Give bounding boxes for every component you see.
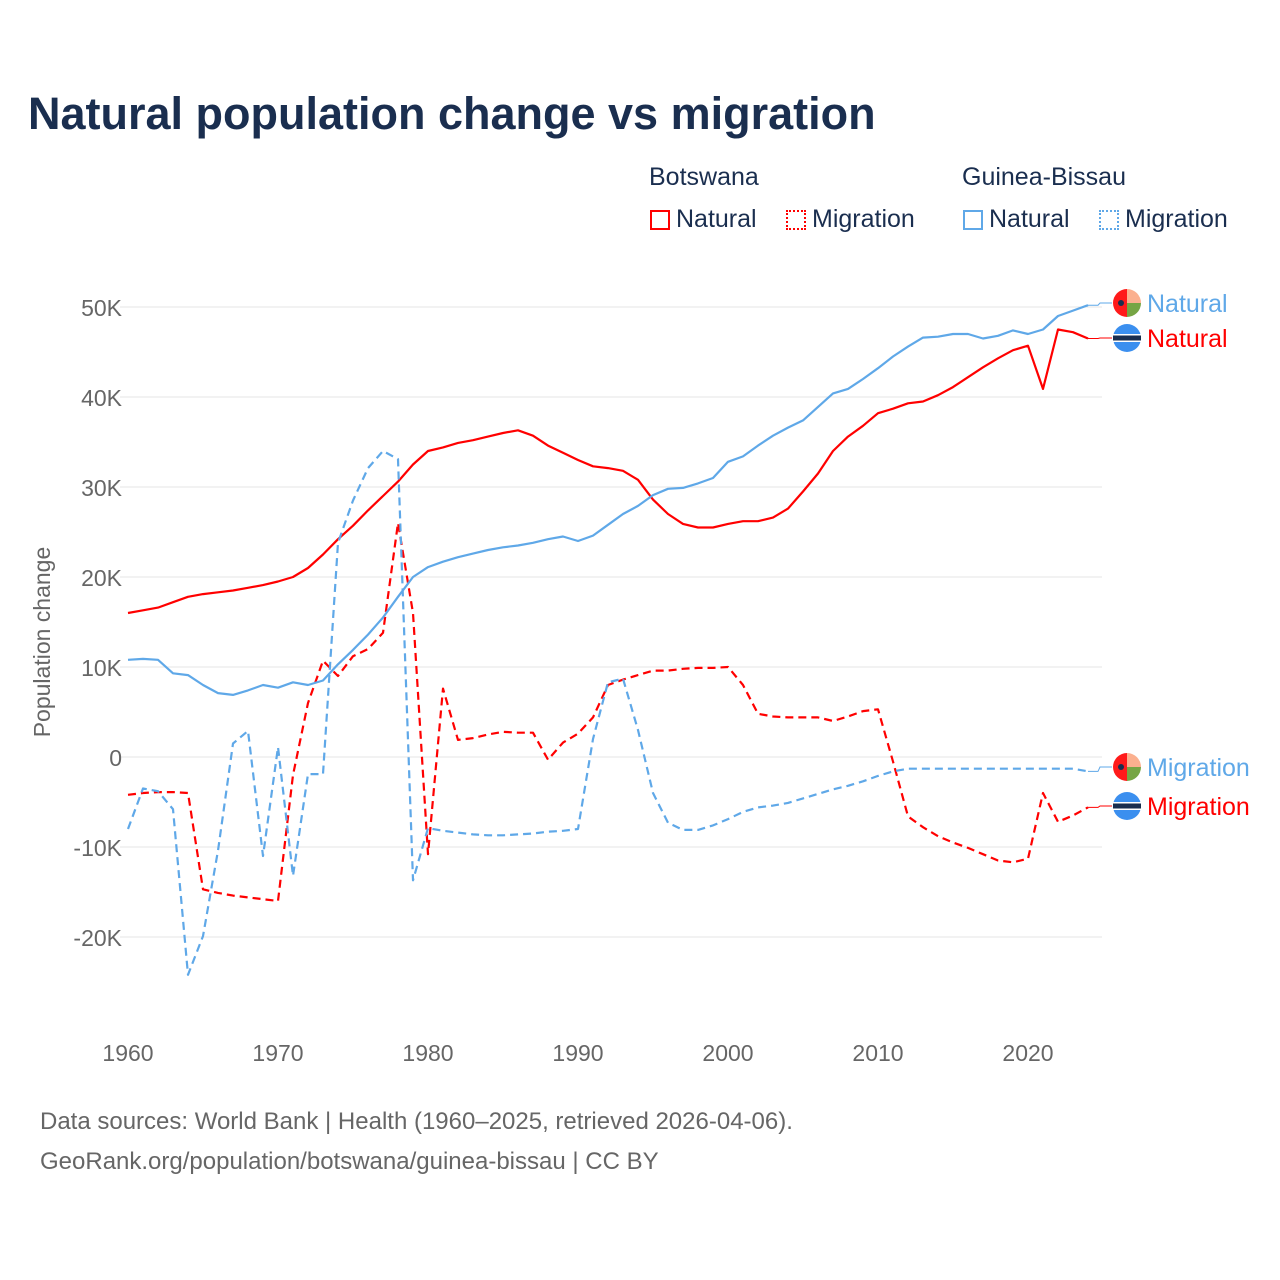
legend-group-guinea-bissau: Guinea-Bissau — [962, 163, 1126, 191]
guinea-bissau-flag-icon — [1113, 753, 1141, 781]
x-tick-label: 1990 — [552, 1040, 603, 1066]
y-tick-label: 30K — [81, 475, 123, 501]
label-connector — [1088, 302, 1112, 306]
legend-label: Migration — [1125, 205, 1228, 233]
end-label: Natural — [1147, 290, 1228, 318]
flag-stripe — [1113, 803, 1141, 809]
y-tick-label: 20K — [81, 565, 123, 591]
series-line-guinea-bissau-natural — [127, 304, 1089, 697]
series-line-botswana-migration — [127, 521, 1089, 903]
legend-label: Migration — [812, 205, 915, 233]
series-line-guinea-bissau-migration — [126, 449, 1089, 976]
y-tick-label: 50K — [81, 295, 123, 321]
series-line-botswana-natural — [127, 328, 1089, 615]
label-connector — [1088, 337, 1112, 339]
x-tick-label: 1980 — [402, 1040, 453, 1066]
chart-title: Natural population change vs migration — [28, 88, 876, 139]
legend-botswana-natural[interactable]: Natural — [650, 205, 757, 234]
legend-swatch-solid — [963, 209, 983, 230]
label-connector — [1088, 766, 1112, 772]
y-tick-label: -20K — [73, 925, 122, 951]
legend-guinea-bissau-natural[interactable]: Natural — [963, 205, 1070, 234]
botswana-flag-icon — [1113, 324, 1141, 352]
legend-swatch-dotted — [786, 209, 806, 230]
label-connector — [1088, 805, 1112, 808]
botswana-flag-icon — [1113, 792, 1141, 820]
flag-part — [1127, 767, 1141, 781]
legend-guinea-bissau-migration[interactable]: Migration — [1099, 205, 1228, 234]
legend-swatch-solid — [650, 209, 670, 230]
legend-botswana-migration[interactable]: Migration — [786, 205, 915, 234]
flag-part — [1127, 753, 1141, 767]
x-tick-label: 1970 — [252, 1040, 303, 1066]
source-line-2: GeoRank.org/population/botswana/guinea-b… — [40, 1148, 659, 1175]
legend-group-botswana: Botswana — [649, 163, 759, 191]
x-tick-label: 1960 — [102, 1040, 153, 1066]
y-tick-label: -10K — [73, 835, 122, 861]
x-tick-label: 2000 — [702, 1040, 753, 1066]
flag-stripe — [1113, 335, 1141, 341]
flag-star — [1118, 764, 1124, 770]
flag-star — [1118, 300, 1124, 306]
guinea-bissau-flag-icon — [1113, 289, 1141, 317]
end-label: Migration — [1147, 793, 1250, 821]
y-axis-label: Population change — [29, 547, 55, 738]
source-line-1: Data sources: World Bank | Health (1960–… — [40, 1108, 793, 1135]
y-tick-label: 0 — [109, 745, 122, 771]
legend-swatch-dotted — [1099, 209, 1119, 230]
y-tick-label: 40K — [81, 385, 123, 411]
legend-label: Natural — [676, 205, 757, 233]
x-tick-label: 2020 — [1002, 1040, 1053, 1066]
y-tick-label: 10K — [81, 655, 123, 681]
flag-part — [1127, 289, 1141, 303]
x-tick-label: 2010 — [852, 1040, 903, 1066]
end-label: Natural — [1147, 325, 1228, 353]
flag-part — [1127, 303, 1141, 317]
end-label: Migration — [1147, 754, 1250, 782]
legend-label: Natural — [989, 205, 1070, 233]
